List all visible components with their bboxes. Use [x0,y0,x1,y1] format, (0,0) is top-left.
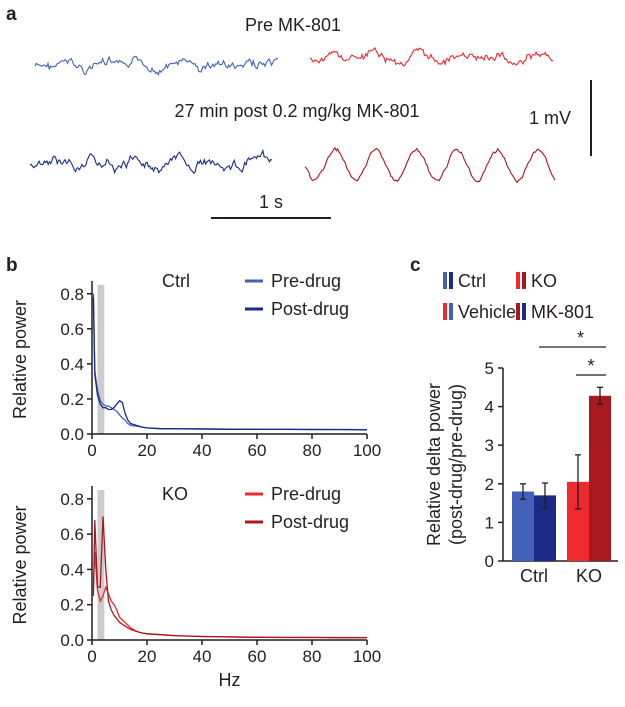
panel-label-b: b [6,255,18,276]
y-tick-label: 0 [485,552,494,571]
bar-ctrl-vehicle [512,491,534,561]
y-tick-label: 4 [485,398,494,417]
delta-power-bar-chart: 0 1 2 3 4 5 Relative delta power (post-drug/pre… [424,271,618,586]
x-tick-label: 80 [303,647,322,666]
y-tick-label: 5 [485,359,494,378]
y-axis-label: Relative power [10,300,30,419]
x-tick-label: 40 [193,647,212,666]
x-tick-label: 40 [193,441,212,460]
legend-swatch [449,303,453,320]
legend-label: Pre-drug [271,271,341,291]
x-tick-label: 20 [138,647,157,666]
spectrum-chart-ko: 0.0 0.2 0.4 0.6 0.8 0 20 40 60 80 100 Relative powe… [10,484,381,690]
y-tick-label: 0.0 [60,425,84,444]
y-axis-label: Relative power [10,505,30,624]
legend-swatch [522,272,526,289]
legend-label: Ctrl [458,271,486,291]
legend-swatch [443,272,447,289]
x-tick-label: 100 [353,647,381,666]
y-axis-label-line2: (post-drug/pre-drug) [446,384,466,545]
legend-label: MK-801 [531,302,594,322]
voltage-scale-label: 1 mV [529,108,571,128]
legend-label: Post-drug [271,512,349,532]
bar-ko-vehicle [567,481,589,561]
series-line-post-drug [92,297,368,431]
y-tick-label: 0.8 [60,285,84,304]
ko-post-trace [304,146,556,184]
significance-star: * [587,356,594,376]
panel-label-c: c [410,255,421,276]
x-tick-label: 20 [138,441,157,460]
x-tick-label: 100 [353,441,381,460]
bar-ko-mk-801 [589,395,611,561]
legend-label: Pre-drug [271,484,341,504]
legend-swatch [443,303,447,320]
legend-label: KO [531,271,557,291]
x-tick-label: 80 [303,441,322,460]
post-mk801-label: 27 min post 0.2 mg/kg MK-801 [174,101,419,121]
category-label-ctrl: Ctrl [520,566,548,586]
x-tick-label: 0 [87,441,96,460]
x-tick-label: 60 [248,441,267,460]
significance-star: * [577,328,584,348]
y-tick-label: 1 [485,513,494,532]
y-tick-label: 0.8 [60,490,84,509]
spectrum-chart-ctrl: 0.0 0.2 0.4 0.6 0.8 0 20 40 60 80 100 Relative powe… [10,271,381,460]
x-axis-label: Hz [219,670,241,690]
y-axis-label-line1: Relative delta power [424,383,444,546]
legend-label: Vehicle [458,302,516,322]
legend-swatch [516,303,520,320]
series-line-pre-drug [92,551,367,639]
chart-title: Ctrl [162,271,190,291]
y-tick-label: 3 [485,436,494,455]
legend-label: Post-drug [271,299,349,319]
y-tick-label: 0.6 [60,320,84,339]
pre-mk801-label: Pre MK-801 [245,15,341,35]
y-tick-label: 2 [485,475,494,494]
ctrl-post-trace [29,148,273,175]
panel-label-a: a [6,4,17,25]
eeg-traces [29,46,556,184]
delta-band-shade [97,285,105,434]
legend-swatch [516,272,520,289]
ctrl-pre-trace [34,55,279,77]
x-tick-label: 0 [87,647,96,666]
ko-pre-trace [310,46,554,67]
y-tick-label: 0.2 [60,390,84,409]
y-tick-label: 0.4 [60,560,84,579]
chart-title: KO [162,484,188,504]
time-scale-label: 1 s [259,192,283,212]
y-tick-label: 0.2 [60,596,84,615]
y-tick-label: 0.0 [60,631,84,650]
series-line-post-drug [92,516,367,639]
legend-swatch [449,272,453,289]
category-label-ko: KO [576,566,602,586]
bar-ctrl-mk-801 [534,495,556,561]
legend-swatch [522,303,526,320]
x-tick-label: 60 [248,647,267,666]
y-tick-label: 0.6 [60,525,84,544]
y-tick-label: 0.4 [60,355,84,374]
